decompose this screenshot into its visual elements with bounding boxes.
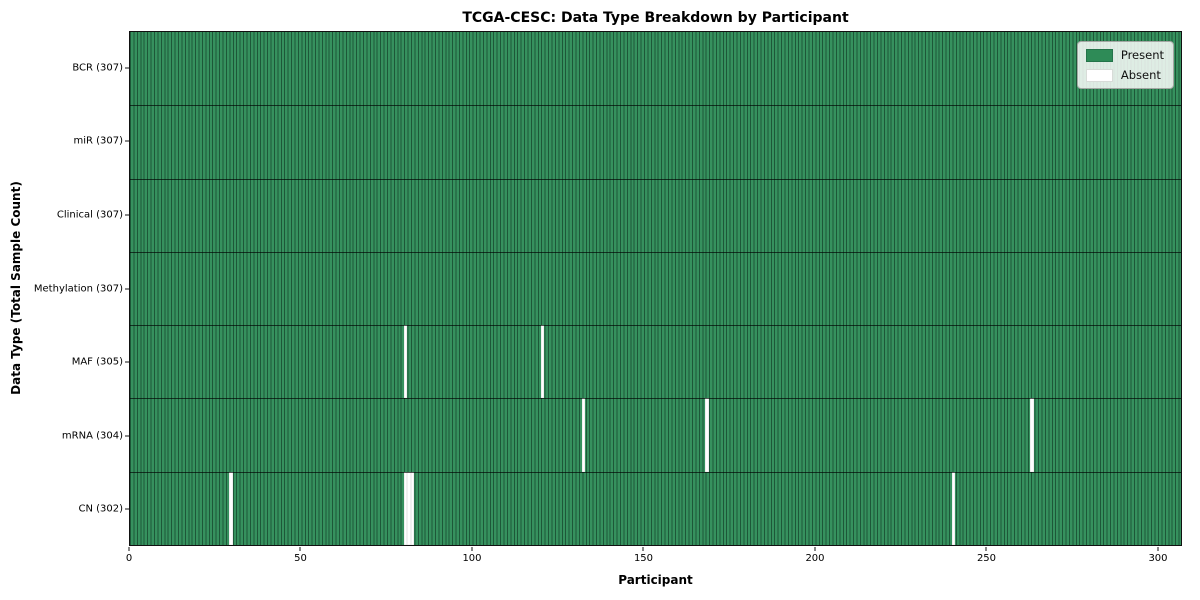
x-tick-label-0: 0 (125, 553, 133, 564)
heatmap-row-mir (130, 105, 1181, 178)
heatmap-row-maf (130, 325, 1181, 399)
row-separator (130, 398, 1181, 400)
absent-cell (540, 325, 545, 399)
row-separator (130, 105, 1181, 107)
absent-cell (705, 398, 709, 472)
x-tick-mark (128, 547, 130, 551)
absent-cell (581, 398, 586, 472)
absent-cell (1030, 398, 1034, 472)
y-tick-label-maf: MAF (305) (71, 356, 123, 368)
x-tick-mark (471, 547, 473, 551)
legend-absent-swatch-icon (1085, 68, 1113, 82)
y-axis-ticks (125, 31, 129, 546)
absent-cell (403, 471, 408, 545)
x-tick-label-50: 50 (294, 553, 307, 564)
y-tick-label-mir: miR (307) (73, 135, 123, 147)
legend-present-swatch-icon (1085, 48, 1113, 62)
y-tick-mark (125, 140, 129, 142)
legend-present-label: Present (1120, 48, 1164, 62)
row-separator (130, 325, 1181, 327)
y-tick-label-cn: CN (302) (78, 503, 123, 515)
y-tick-label-mrna: mRNA (304) (61, 430, 123, 442)
y-tick-mark (125, 214, 129, 216)
x-tick-mark (985, 547, 987, 551)
x-tick-mark (814, 547, 816, 551)
y-tick-mark (125, 508, 129, 510)
y-tick-label-methylation: Methylation (307) (33, 283, 123, 294)
absent-cell (407, 471, 411, 545)
absent-cell (403, 325, 408, 399)
legend: Present Absent (1076, 41, 1174, 89)
y-tick-label-bcr: BCR (307) (72, 62, 123, 74)
x-tick-mark (642, 547, 644, 551)
x-tick-mark (1157, 547, 1159, 551)
y-tick-mark (125, 288, 129, 289)
x-tick-label-200: 200 (805, 553, 825, 564)
heatmap-row-clinical (130, 179, 1181, 252)
x-axis: 0 50 100 150 200 250 300 (125, 546, 1182, 576)
x-axis-label: Participant (618, 573, 693, 587)
x-tick-label-100: 100 (462, 553, 482, 564)
y-axis-tick-labels: BCR (307) miR (307) Clinical (307) Methylat… (0, 31, 123, 546)
y-tick-label-clinical: Clinical (307) (56, 209, 123, 221)
row-separator (130, 471, 1181, 473)
legend-entry-absent: Absent (1085, 68, 1164, 82)
heatmap-row-cn (130, 471, 1181, 545)
heatmap-row-bcr (130, 32, 1181, 105)
absent-cell (951, 471, 956, 545)
chart-title: TCGA-CESC: Data Type Breakdown by Partic… (462, 10, 849, 26)
x-tick-label-300: 300 (1148, 553, 1168, 564)
plot-area: Present Absent (129, 31, 1182, 546)
row-separator (130, 251, 1181, 253)
y-tick-mark (125, 435, 129, 437)
legend-entry-present: Present (1085, 48, 1164, 62)
y-tick-mark (125, 67, 129, 69)
heatmap-row-mrna (130, 398, 1181, 472)
heatmap-row-methylation (130, 252, 1181, 325)
row-separator (130, 178, 1181, 180)
y-tick-mark (125, 361, 129, 363)
x-tick-label-150: 150 (633, 553, 654, 564)
x-tick-label-250: 250 (976, 553, 997, 564)
absent-cell (229, 471, 233, 545)
x-tick-mark (299, 547, 301, 551)
absent-cell (410, 471, 415, 545)
legend-absent-label: Absent (1120, 68, 1161, 82)
